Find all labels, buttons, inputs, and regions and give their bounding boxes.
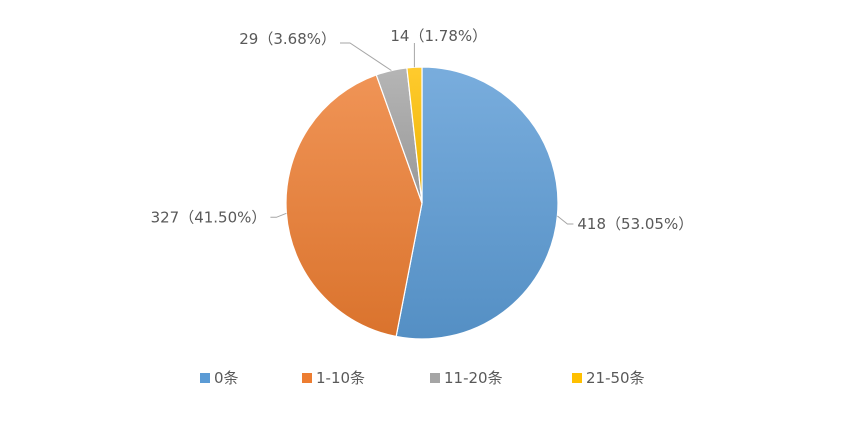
legend: 0条 1-10条 11-20条 21-50条: [200, 369, 645, 387]
legend-label-2: 1-10条: [316, 369, 365, 387]
data-label-4: 14（1.78%）: [390, 27, 487, 45]
legend-label-3: 11-20条: [444, 369, 503, 387]
legend-swatch-1: [200, 373, 210, 383]
leader-line-1: [557, 215, 574, 225]
data-labels: 418（53.05%） 327（41.50%） 29（3.68%） 14（1.78%）: [151, 27, 694, 233]
data-label-3: 29（3.68%）: [239, 30, 336, 48]
leader-line-3: [340, 42, 392, 71]
pie-slice-2: [285, 74, 423, 338]
pie-slices: [285, 66, 559, 340]
label-leader-lines: [270, 42, 574, 225]
data-label-1: 418（53.05%）: [577, 215, 693, 233]
legend-swatch-4: [572, 373, 582, 383]
legend-label-4: 21-50条: [586, 369, 645, 387]
data-label-2: 327（41.50%）: [151, 208, 267, 226]
leader-line-2: [270, 212, 287, 218]
legend-swatch-2: [302, 373, 312, 383]
legend-label-1: 0条: [214, 369, 239, 387]
legend-swatch-3: [430, 373, 440, 383]
pie-slice-4: [406, 66, 423, 204]
pie-slice-1: [395, 66, 559, 340]
